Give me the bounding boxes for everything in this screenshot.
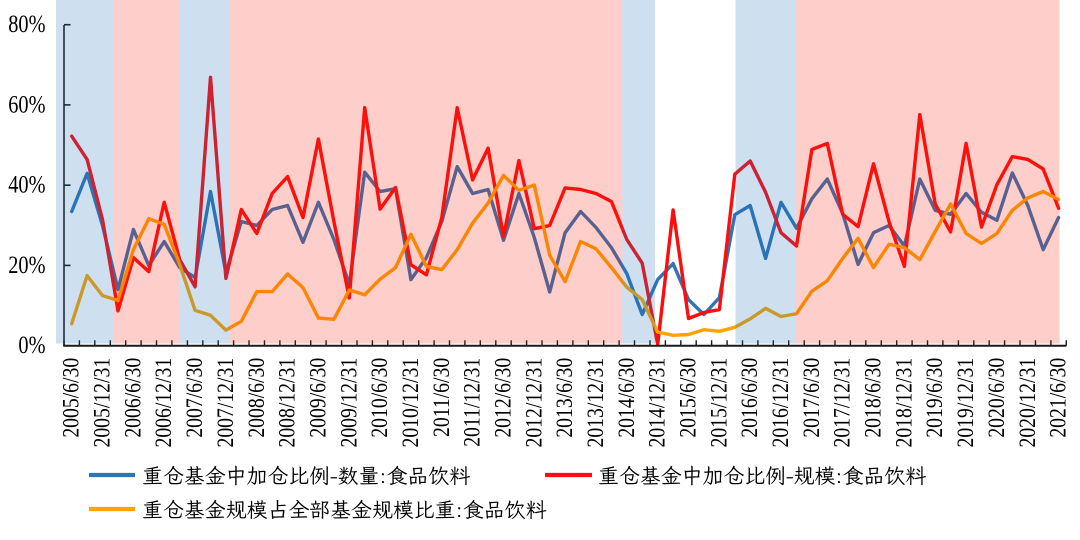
svg-text:2011/6/30: 2011/6/30 xyxy=(428,358,454,437)
svg-text:2016/6/30: 2016/6/30 xyxy=(737,358,763,438)
svg-text:2013/6/30: 2013/6/30 xyxy=(552,358,578,438)
svg-text:2008/12/31: 2008/12/31 xyxy=(274,358,300,448)
svg-text:2016/12/31: 2016/12/31 xyxy=(768,358,794,448)
svg-text:2007/12/31: 2007/12/31 xyxy=(213,358,239,448)
svg-text:60%: 60% xyxy=(8,90,45,118)
svg-text:40%: 40% xyxy=(8,171,45,199)
svg-text:2018/6/30: 2018/6/30 xyxy=(860,358,886,438)
svg-text:2017/6/30: 2017/6/30 xyxy=(799,358,825,438)
svg-text:2014/6/30: 2014/6/30 xyxy=(613,358,639,438)
svg-text:2010/6/30: 2010/6/30 xyxy=(367,358,393,438)
svg-text:2019/6/30: 2019/6/30 xyxy=(922,358,948,438)
svg-text:2006/12/31: 2006/12/31 xyxy=(151,358,177,448)
svg-text:2015/12/31: 2015/12/31 xyxy=(706,358,732,448)
svg-text:80%: 80% xyxy=(8,10,45,38)
svg-text:2009/12/31: 2009/12/31 xyxy=(336,358,362,448)
svg-text:2012/12/31: 2012/12/31 xyxy=(521,358,547,448)
svg-text:0%: 0% xyxy=(18,331,45,359)
svg-text:2020/6/30: 2020/6/30 xyxy=(984,358,1010,438)
svg-text:2019/12/31: 2019/12/31 xyxy=(953,358,979,448)
svg-text:2005/6/30: 2005/6/30 xyxy=(58,358,84,438)
svg-text:2013/12/31: 2013/12/31 xyxy=(583,358,609,448)
svg-text:2005/12/31: 2005/12/31 xyxy=(89,358,115,448)
svg-text:2012/6/30: 2012/6/30 xyxy=(490,358,516,438)
svg-text:20%: 20% xyxy=(8,251,45,279)
svg-text:2009/6/30: 2009/6/30 xyxy=(305,358,331,438)
svg-text:2017/12/31: 2017/12/31 xyxy=(829,358,855,448)
svg-text:2015/6/30: 2015/6/30 xyxy=(675,358,701,438)
svg-text:2021/6/30: 2021/6/30 xyxy=(1045,358,1071,438)
svg-text:2010/12/31: 2010/12/31 xyxy=(398,358,424,448)
svg-text:2011/12/31: 2011/12/31 xyxy=(459,358,485,447)
svg-text:2008/6/30: 2008/6/30 xyxy=(243,358,269,438)
svg-text:2007/6/30: 2007/6/30 xyxy=(182,358,208,438)
svg-text:2020/12/31: 2020/12/31 xyxy=(1014,358,1040,448)
svg-text:2018/12/31: 2018/12/31 xyxy=(891,358,917,448)
svg-text:2006/6/30: 2006/6/30 xyxy=(120,358,146,438)
svg-text:2014/12/31: 2014/12/31 xyxy=(644,358,670,448)
